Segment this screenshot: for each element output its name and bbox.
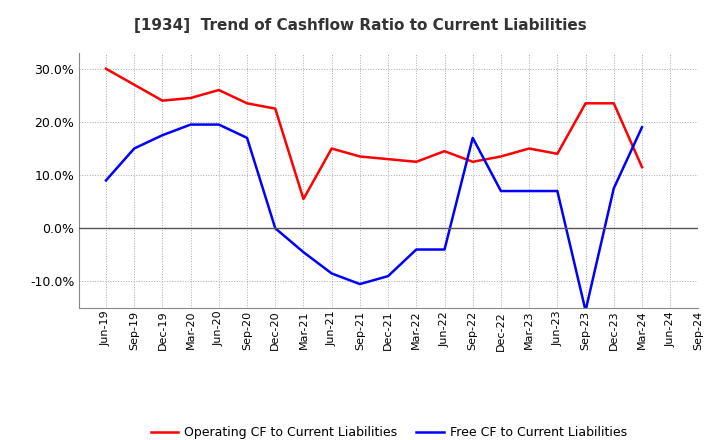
Free CF to Current Liabilities <box>299 249 307 255</box>
Free CF to Current Liabilities <box>609 186 618 191</box>
Free CF to Current Liabilities <box>384 274 392 279</box>
Operating CF to Current Liabilities <box>243 101 251 106</box>
Free CF to Current Liabilities <box>215 122 223 127</box>
Free CF to Current Liabilities <box>130 146 138 151</box>
Free CF to Current Liabilities <box>412 247 420 252</box>
Free CF to Current Liabilities <box>186 122 195 127</box>
Free CF to Current Liabilities <box>158 132 167 138</box>
Operating CF to Current Liabilities <box>102 66 110 71</box>
Free CF to Current Liabilities <box>328 271 336 276</box>
Text: [1934]  Trend of Cashflow Ratio to Current Liabilities: [1934] Trend of Cashflow Ratio to Curren… <box>134 18 586 33</box>
Free CF to Current Liabilities <box>440 247 449 252</box>
Operating CF to Current Liabilities <box>328 146 336 151</box>
Operating CF to Current Liabilities <box>412 159 420 165</box>
Operating CF to Current Liabilities <box>384 157 392 162</box>
Line: Operating CF to Current Liabilities: Operating CF to Current Liabilities <box>106 69 642 199</box>
Free CF to Current Liabilities <box>638 125 647 130</box>
Operating CF to Current Liabilities <box>581 101 590 106</box>
Operating CF to Current Liabilities <box>638 165 647 170</box>
Free CF to Current Liabilities <box>497 188 505 194</box>
Operating CF to Current Liabilities <box>553 151 562 157</box>
Free CF to Current Liabilities <box>271 226 279 231</box>
Operating CF to Current Liabilities <box>356 154 364 159</box>
Operating CF to Current Liabilities <box>215 88 223 93</box>
Free CF to Current Liabilities <box>581 308 590 313</box>
Operating CF to Current Liabilities <box>130 82 138 87</box>
Operating CF to Current Liabilities <box>609 101 618 106</box>
Operating CF to Current Liabilities <box>469 159 477 165</box>
Free CF to Current Liabilities <box>553 188 562 194</box>
Free CF to Current Liabilities <box>243 135 251 140</box>
Free CF to Current Liabilities <box>102 178 110 183</box>
Operating CF to Current Liabilities <box>271 106 279 111</box>
Operating CF to Current Liabilities <box>158 98 167 103</box>
Operating CF to Current Liabilities <box>299 196 307 202</box>
Operating CF to Current Liabilities <box>440 149 449 154</box>
Free CF to Current Liabilities <box>356 282 364 287</box>
Legend: Operating CF to Current Liabilities, Free CF to Current Liabilities: Operating CF to Current Liabilities, Fre… <box>145 422 632 440</box>
Free CF to Current Liabilities <box>525 188 534 194</box>
Operating CF to Current Liabilities <box>497 154 505 159</box>
Operating CF to Current Liabilities <box>525 146 534 151</box>
Operating CF to Current Liabilities <box>186 95 195 101</box>
Free CF to Current Liabilities <box>469 135 477 140</box>
Line: Free CF to Current Liabilities: Free CF to Current Liabilities <box>106 125 642 311</box>
